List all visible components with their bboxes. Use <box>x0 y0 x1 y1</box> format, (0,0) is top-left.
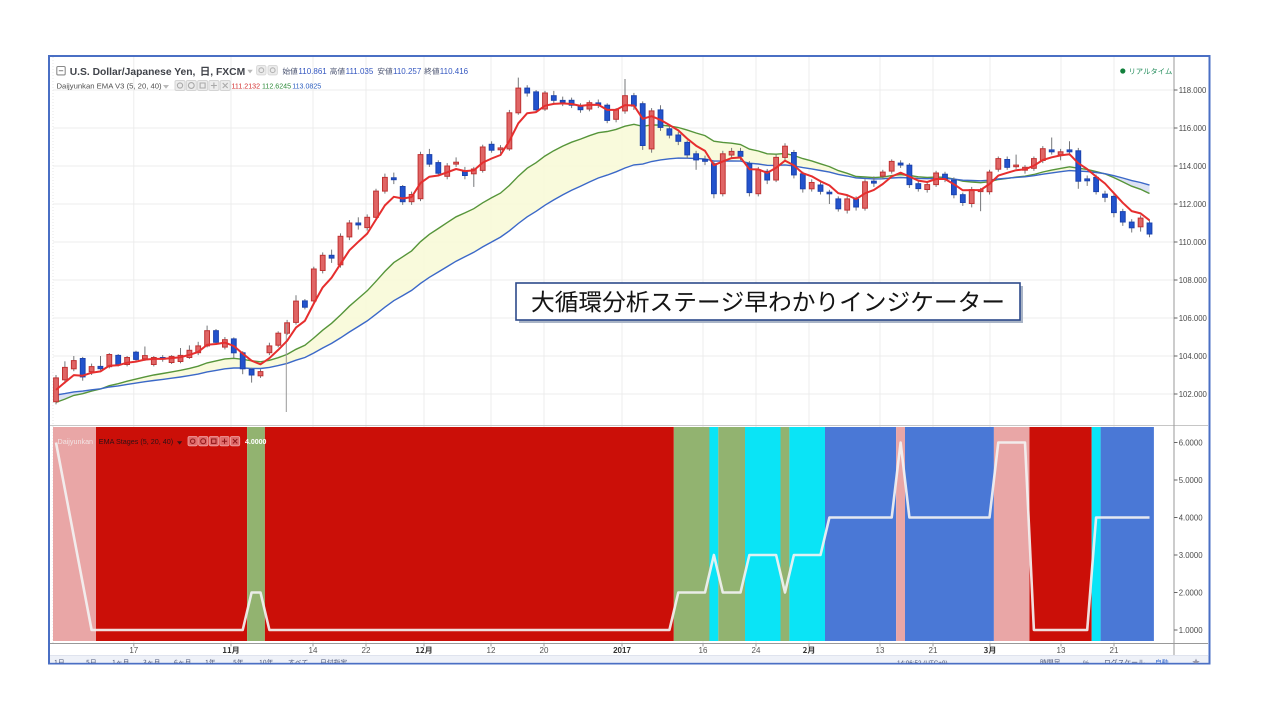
svg-text:111.035: 111.035 <box>346 67 374 76</box>
svg-text:2017: 2017 <box>613 646 631 655</box>
svg-text:5.0000: 5.0000 <box>1179 476 1204 485</box>
svg-text:112.6245: 112.6245 <box>262 83 291 91</box>
svg-text:13: 13 <box>876 646 885 655</box>
svg-text:6.0000: 6.0000 <box>1179 438 1204 447</box>
svg-text:20: 20 <box>540 646 549 655</box>
svg-text:21: 21 <box>1110 646 1119 655</box>
svg-text:U.S. Dollar/Japanese Yen,: U.S. Dollar/Japanese Yen, <box>70 67 196 78</box>
svg-text:3.0000: 3.0000 <box>1179 551 1204 560</box>
svg-text:13: 13 <box>1057 646 1066 655</box>
svg-text:4.0000: 4.0000 <box>245 439 267 446</box>
svg-text:114.000: 114.000 <box>1179 162 1207 171</box>
svg-text:102.000: 102.000 <box>1179 390 1208 399</box>
svg-text:108.000: 108.000 <box>1179 276 1208 285</box>
svg-text:110.257: 110.257 <box>393 67 422 76</box>
svg-text:2.0000: 2.0000 <box>1179 588 1204 597</box>
svg-text:Daijyunkan: Daijyunkan <box>58 437 94 446</box>
svg-text:, FXCM: , FXCM <box>210 67 245 78</box>
svg-text:4.0000: 4.0000 <box>1179 513 1204 522</box>
svg-text:111.2132: 111.2132 <box>232 83 261 91</box>
svg-text:112.000: 112.000 <box>1179 200 1207 209</box>
svg-text:14: 14 <box>309 646 318 655</box>
svg-text:104.000: 104.000 <box>1179 352 1208 361</box>
svg-text:14:06:52 (UTC+9): 14:06:52 (UTC+9) <box>897 660 948 667</box>
svg-text:EMA Stages (5, 20, 40): EMA Stages (5, 20, 40) <box>99 437 173 446</box>
svg-text:1.0000: 1.0000 <box>1179 626 1204 635</box>
svg-text:106.000: 106.000 <box>1179 314 1208 323</box>
svg-text:24: 24 <box>752 646 761 655</box>
svg-text:110.861: 110.861 <box>298 67 327 76</box>
svg-text:16: 16 <box>699 646 708 655</box>
svg-text:116.000: 116.000 <box>1179 124 1207 133</box>
svg-text:110.000: 110.000 <box>1179 238 1207 247</box>
svg-text:21: 21 <box>929 646 938 655</box>
svg-text:17: 17 <box>129 646 138 655</box>
svg-text:Daijyunkan EMA V3 (5, 20, 40): Daijyunkan EMA V3 (5, 20, 40) <box>57 82 163 91</box>
svg-text:113.0825: 113.0825 <box>292 83 321 91</box>
svg-text:118.000: 118.000 <box>1179 86 1207 95</box>
svg-text:22: 22 <box>362 646 371 655</box>
svg-text:%: % <box>1083 660 1089 667</box>
svg-text:12: 12 <box>487 646 496 655</box>
svg-text:110.416: 110.416 <box>440 67 469 76</box>
